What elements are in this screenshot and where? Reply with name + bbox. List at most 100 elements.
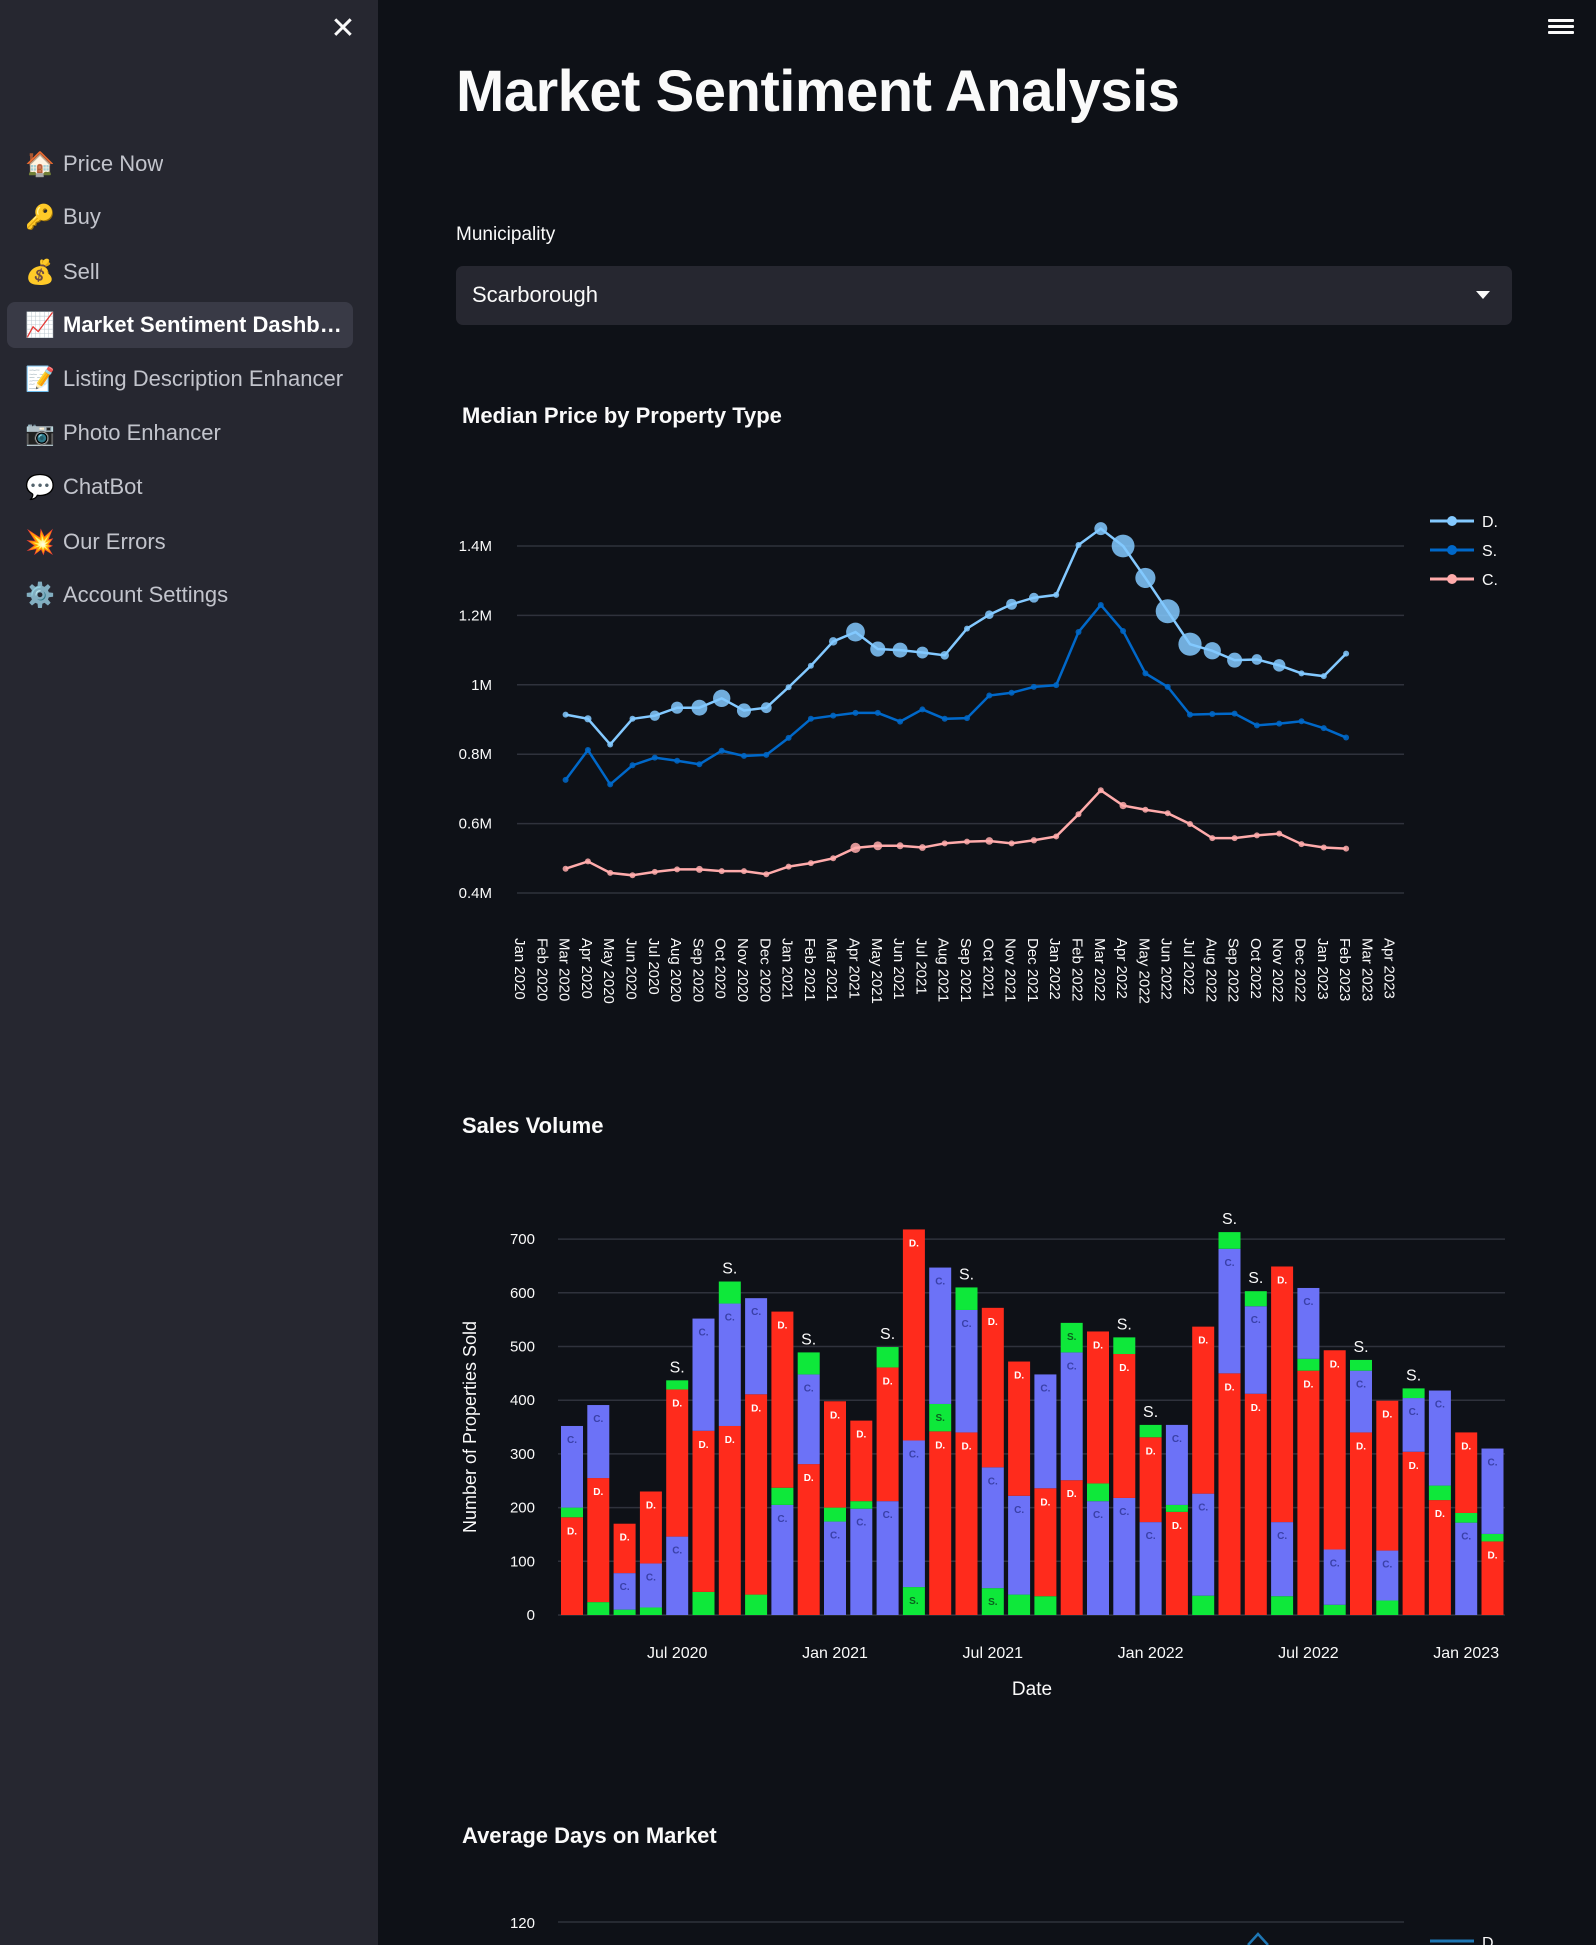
bar-segment-D: [1376, 1400, 1399, 1551]
data-point-S: [1164, 683, 1171, 690]
bar-segment-C: [1244, 1306, 1267, 1394]
close-sidebar-icon[interactable]: ✕: [330, 12, 356, 45]
bar-segment-C: [666, 1536, 689, 1615]
data-point-C: [1298, 841, 1305, 848]
sidebar-item-account-settings[interactable]: ⚙️ Account Settings: [7, 572, 353, 618]
data-point-C: [607, 869, 614, 876]
data-point-C: [896, 842, 904, 850]
x-tick-label: Jan 2022: [1118, 1645, 1184, 1662]
legend-label: D.: [1482, 1935, 1498, 1945]
y-tick-label: 120: [510, 1915, 535, 1932]
bar-segment-D: [745, 1394, 768, 1595]
sidebar-item-photo-enhancer[interactable]: 📷 Photo Enhancer: [7, 410, 353, 456]
data-point-S: [1053, 682, 1060, 689]
bar-label: C.: [1146, 1531, 1156, 1542]
bar-segment-D: [1034, 1488, 1057, 1597]
sidebar-item-price-now[interactable]: 🏠 Price Now: [7, 141, 353, 187]
sales-volume-chart-title: Sales Volume: [462, 1113, 604, 1138]
bar-segment-D: [1165, 1511, 1188, 1615]
bar-segment-D: [561, 1517, 583, 1615]
bar-segment-D: [1192, 1326, 1215, 1494]
x-tick-label: Nov 2022: [1269, 938, 1286, 1002]
bar-label: C.: [593, 1414, 603, 1425]
x-tick-label: Jun 2020: [623, 938, 640, 1000]
data-point-S: [897, 718, 904, 725]
bar-segment-C: [1455, 1522, 1478, 1615]
bar-label: S.: [1353, 1339, 1368, 1356]
bar-segment-C: [929, 1267, 952, 1404]
bar-segment-S: [1455, 1512, 1478, 1523]
sidebar-item-our-errors[interactable]: 💥 Our Errors: [7, 519, 353, 565]
bar-segment-D: [692, 1430, 715, 1592]
data-point-C: [1231, 835, 1238, 842]
sidebar-item-chatbot[interactable]: 💬 ChatBot: [7, 464, 353, 510]
bar-segment-S: [797, 1352, 820, 1375]
bar-segment-D: [587, 1478, 610, 1603]
bar-segment-S: [1034, 1596, 1057, 1615]
bar-segment-D: [1323, 1350, 1346, 1550]
bar-label: C.: [1303, 1297, 1313, 1308]
x-tick-label: Sep 2021: [957, 938, 974, 1002]
data-point-D: [1343, 650, 1350, 657]
data-point-D: [892, 642, 908, 658]
bar-segment-D: [1271, 1266, 1294, 1523]
data-point-S: [807, 715, 814, 722]
data-point-D: [713, 689, 731, 708]
bar-label: C.: [883, 1510, 893, 1521]
sidebar-item-buy[interactable]: 🔑 Buy: [7, 194, 353, 240]
main-menu-icon[interactable]: [1548, 16, 1574, 38]
x-tick-label: Dec 2021: [1024, 938, 1041, 1002]
data-point-C: [985, 837, 994, 845]
bar-segment-D: [876, 1367, 899, 1502]
data-point-D: [1272, 659, 1286, 672]
bar-label: C.: [751, 1307, 761, 1318]
sidebar-item-sell[interactable]: 💰 Sell: [7, 249, 353, 295]
data-point-S: [1187, 711, 1193, 718]
gear-icon: ⚙️: [25, 581, 55, 609]
bar-label: D.: [988, 1317, 998, 1328]
bar-segment-C: [1087, 1501, 1109, 1615]
bar-label: D.: [672, 1398, 682, 1409]
y-tick-label: 500: [510, 1339, 535, 1356]
data-point-D: [870, 641, 886, 657]
y-tick-label: 100: [510, 1553, 535, 1570]
bar-segment-C: [1218, 1248, 1241, 1374]
bar-segment-D: [1113, 1354, 1136, 1498]
x-tick-label: Apr 2022: [1113, 938, 1130, 999]
data-point-C: [674, 866, 681, 873]
bar-segment-C: [1192, 1493, 1215, 1596]
bar-label: D.: [1488, 1550, 1498, 1561]
municipality-select[interactable]: Scarborough: [456, 266, 1512, 325]
bar-label: D.: [620, 1533, 630, 1544]
x-tick-label: Jan 2023: [1314, 938, 1331, 1000]
data-point-D: [916, 646, 929, 659]
data-point-S: [852, 709, 859, 716]
series-line-D: [565, 527, 1347, 747]
bar-segment-C: [850, 1508, 873, 1615]
bar-label: C.: [856, 1518, 866, 1529]
bar-segment-S: [1139, 1424, 1162, 1438]
bar-label: D.: [830, 1410, 840, 1421]
bar-segment-S: [666, 1380, 689, 1390]
bar-label: D.: [1435, 1509, 1445, 1520]
sidebar-item-listing-description-enhancer[interactable]: 📝 Listing Description Enhancer: [7, 356, 353, 402]
bar-label: C.: [567, 1435, 577, 1446]
bar-segment-S: [1060, 1322, 1083, 1353]
bar-label: D.: [856, 1430, 866, 1441]
bar-segment-C: [771, 1504, 794, 1615]
bar-label: C.: [804, 1383, 814, 1394]
legend-label: C.: [1482, 572, 1498, 589]
data-point-S: [1231, 710, 1238, 717]
x-tick-label: Dec 2020: [756, 938, 773, 1002]
x-tick-label: Feb 2023: [1336, 938, 1353, 1001]
series-line-D: [1247, 1932, 1269, 1945]
data-point-D: [785, 684, 792, 691]
bar-label: D.: [567, 1526, 577, 1537]
x-tick-label: Mar 2023: [1358, 938, 1375, 1001]
bar-label: C.: [1382, 1560, 1392, 1571]
sidebar-item-market-sentiment-dashboard[interactable]: 📈 Market Sentiment Dashboard: [7, 302, 353, 348]
camera-icon: 📷: [25, 419, 55, 447]
data-point-S: [941, 715, 948, 722]
bar-segment-S: [876, 1347, 899, 1368]
data-point-D: [1006, 598, 1018, 610]
